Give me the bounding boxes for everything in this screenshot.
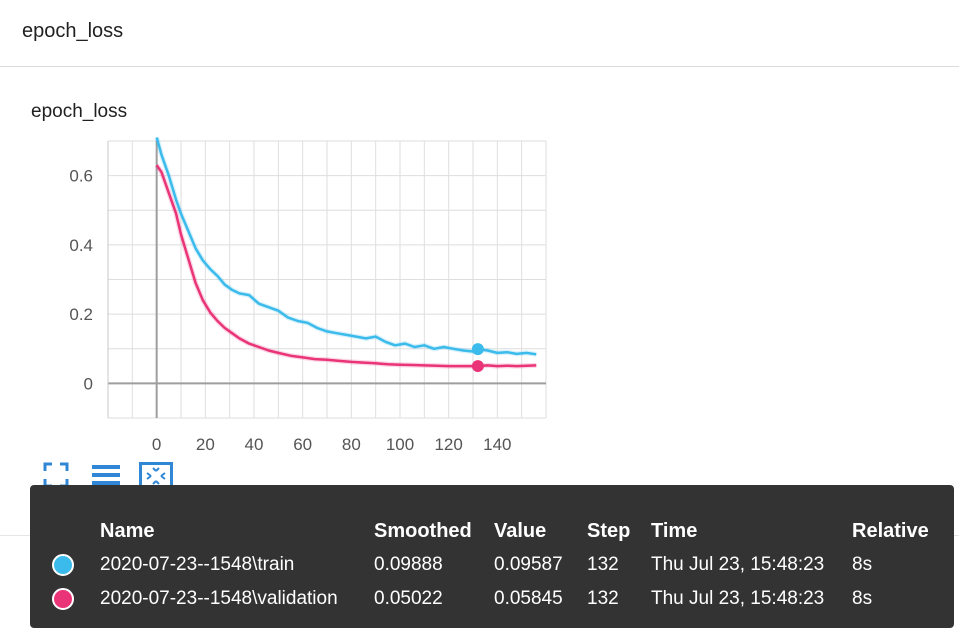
- row-relative: 8s: [852, 554, 873, 575]
- x-tick-label: 140: [483, 435, 511, 454]
- header-time: Time: [651, 519, 698, 542]
- scalar-section-header: epoch_loss: [0, 0, 959, 67]
- row-relative: 8s: [852, 588, 873, 609]
- fullscreen-icon[interactable]: [43, 462, 69, 488]
- tooltip-table: Name Smoothed Value Step Time Relative 2…: [50, 514, 929, 616]
- train-color-swatch: [52, 553, 74, 576]
- row-name: 2020-07-23--1548\train: [100, 554, 295, 575]
- validation-highlight-point: [471, 360, 484, 373]
- header-step: Step: [587, 519, 631, 542]
- header-swatch: [50, 514, 100, 548]
- row-smoothed: 0.09888: [374, 554, 443, 575]
- tooltip-row-train: 2020-07-23--1548\train 0.09888 0.09587 1…: [50, 548, 929, 582]
- x-tick-label: 0: [152, 435, 161, 454]
- x-tick-label: 80: [342, 435, 361, 454]
- row-time: Thu Jul 23, 15:48:23: [651, 554, 825, 575]
- row-value: 0.05845: [494, 588, 563, 609]
- row-time: Thu Jul 23, 15:48:23: [651, 588, 825, 609]
- x-tick-label: 60: [293, 435, 312, 454]
- header-relative: Relative: [852, 519, 929, 542]
- x-tick-label: 120: [434, 435, 462, 454]
- tooltip-row-validation: 2020-07-23--1548\validation 0.05022 0.05…: [50, 582, 929, 616]
- chart-card-title: epoch_loss: [31, 101, 128, 122]
- x-tick-label: 100: [386, 435, 414, 454]
- header-value: Value: [494, 519, 547, 542]
- series-raw-line: [154, 136, 537, 357]
- header-smoothed: Smoothed: [374, 519, 472, 542]
- train-series-line: [155, 137, 537, 356]
- y-tick-label: 0: [84, 374, 93, 393]
- train-highlight-point: [471, 343, 484, 356]
- row-smoothed: 0.05022: [374, 588, 443, 609]
- y-tick-label: 0.6: [69, 167, 93, 186]
- tooltip-header-row: Name Smoothed Value Step Time Relative: [50, 514, 929, 548]
- header-name: Name: [100, 519, 155, 542]
- row-step: 132: [587, 554, 619, 575]
- validation-color-swatch: [52, 587, 74, 610]
- tooltip-panel: Name Smoothed Value Step Time Relative 2…: [30, 485, 954, 628]
- y-tick-label: 0.2: [69, 305, 93, 324]
- row-value: 0.09587: [494, 554, 563, 575]
- loss-chart[interactable]: 0 20 40 60 80 100 120 140 0 0.2 0.4 0.6: [0, 0, 560, 460]
- x-tick-label: 40: [245, 435, 264, 454]
- section-title: epoch_loss: [22, 20, 124, 42]
- row-step: 132: [587, 588, 619, 609]
- y-tick-label: 0.4: [69, 236, 93, 255]
- row-name: 2020-07-23--1548\validation: [100, 588, 338, 609]
- menu-lines-icon[interactable]: [92, 462, 120, 488]
- x-tick-label: 20: [196, 435, 215, 454]
